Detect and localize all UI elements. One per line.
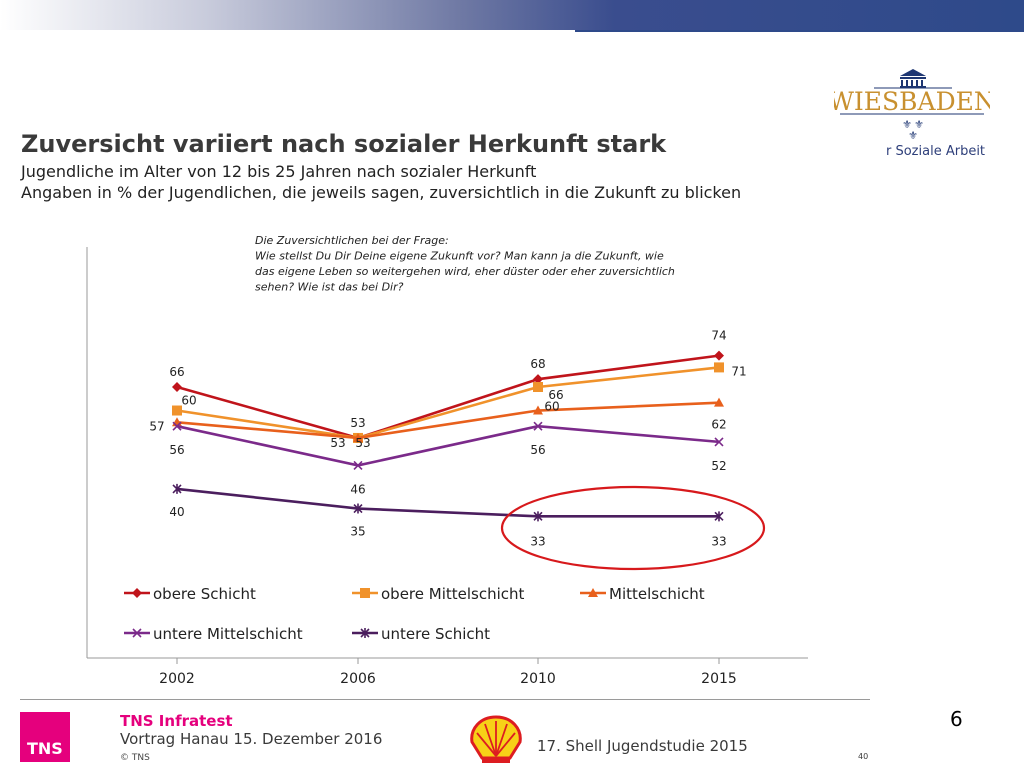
x-tick-label: 2006 [340,671,376,687]
data-label: 56 [530,443,545,457]
data-label: 46 [350,482,365,496]
data-label: 68 [530,357,545,371]
subtitle-unit: Angaben in % der Jugendlichen, die jewei… [21,183,742,202]
legend-label: obere Schicht [153,585,256,603]
tns-logo: TNS [20,712,70,762]
tns-logo-text: TNS [27,739,63,758]
top-rule [575,30,1024,32]
series-line [176,424,720,467]
series-line [176,487,719,518]
data-label: 57 [149,419,164,433]
data-label: 66 [548,388,563,402]
line-chart: 2002 2006 2010 2015 Die Zuversichtlichen bei… [86,234,808,687]
square-marker [533,382,543,392]
chart-annotation-line: sehen? Wie ist das bei Dir? [255,281,404,294]
x-marker [172,421,182,431]
x-tick-label: 2015 [701,671,737,687]
chart-annotation-line: Wie stellst Du Dir Deine eigene Zukunft … [255,250,664,263]
triangle-marker [533,405,543,415]
data-label: 53 [330,436,345,450]
data-label: 62 [711,418,726,432]
diamond-marker [132,588,142,598]
slide-number: 6 [950,707,963,731]
x-tick-label: 2002 [159,671,195,687]
diamond-marker [533,374,543,385]
data-label: 74 [711,329,726,343]
diamond-marker [714,350,724,361]
data-label: 33 [711,534,726,548]
square-marker [172,405,182,416]
data-label: 60 [181,394,196,408]
svg-text:⚜: ⚜ [914,118,924,131]
data-label: 56 [169,443,184,457]
page-number: 40 [858,752,869,761]
wiesbaden-logo: WIESBADEN ⚜ ⚜ ⚜ [834,69,990,142]
data-label: 66 [169,365,184,379]
x-marker [714,437,724,447]
triangle-marker [353,432,363,442]
square-marker [360,588,370,598]
copyright: © TNS [120,753,150,763]
subtitle-age: Jugendliche im Alter von 12 bis 25 Jahre… [21,162,537,181]
department-label: r Soziale Arbeit [886,144,986,159]
talk-info: Vortrag Hanau 15. Dezember 2016 [120,730,383,748]
triangle-marker [588,588,598,597]
star-marker [172,483,182,494]
data-label: 35 [350,525,365,539]
data-label: 40 [169,505,184,519]
star-marker [360,628,370,638]
triangle-marker [714,397,724,407]
star-marker [533,511,543,522]
footer-divider [20,699,870,700]
legend-label: untere Schicht [381,625,490,643]
chart-annotation-line: das eigene Leben so weitergehen wird, eh… [255,265,675,278]
diamond-marker [172,382,182,392]
wiesbaden-wordmark: WIESBADEN [834,87,990,116]
svg-text:⚜: ⚜ [902,118,912,131]
shell-logo [470,715,522,763]
series-line [176,366,720,440]
legend-label: Mittelschicht [609,585,705,603]
star-marker [353,503,363,514]
study-title: 17. Shell Jugendstudie 2015 [537,737,748,755]
series-line [176,401,720,440]
data-label: 60 [544,400,559,414]
data-label: 53 [350,416,365,430]
x-marker [353,460,363,470]
x-tick-label: 2010 [520,671,556,687]
data-label: 33 [530,534,545,548]
chart-annotation-line: Die Zuversichtlichen bei der Frage: [255,234,449,247]
star-marker [714,511,724,522]
data-label: 53 [355,436,370,450]
legend-label: obere Mittelschicht [381,585,525,603]
series-line [176,354,720,440]
page-title: Zuversicht variiert nach sozialer Herkun… [21,130,667,158]
tns-company-name: TNS Infratest [120,712,233,730]
legend-label: untere Mittelschicht [153,625,303,643]
top-gradient-bar [0,0,1024,30]
svg-text:⚜: ⚜ [908,129,918,142]
data-label: 71 [731,364,746,378]
square-marker [714,362,724,373]
x-marker [132,628,142,638]
x-marker [533,421,543,431]
data-label: 52 [711,459,726,473]
highlight-ellipse [500,485,766,571]
